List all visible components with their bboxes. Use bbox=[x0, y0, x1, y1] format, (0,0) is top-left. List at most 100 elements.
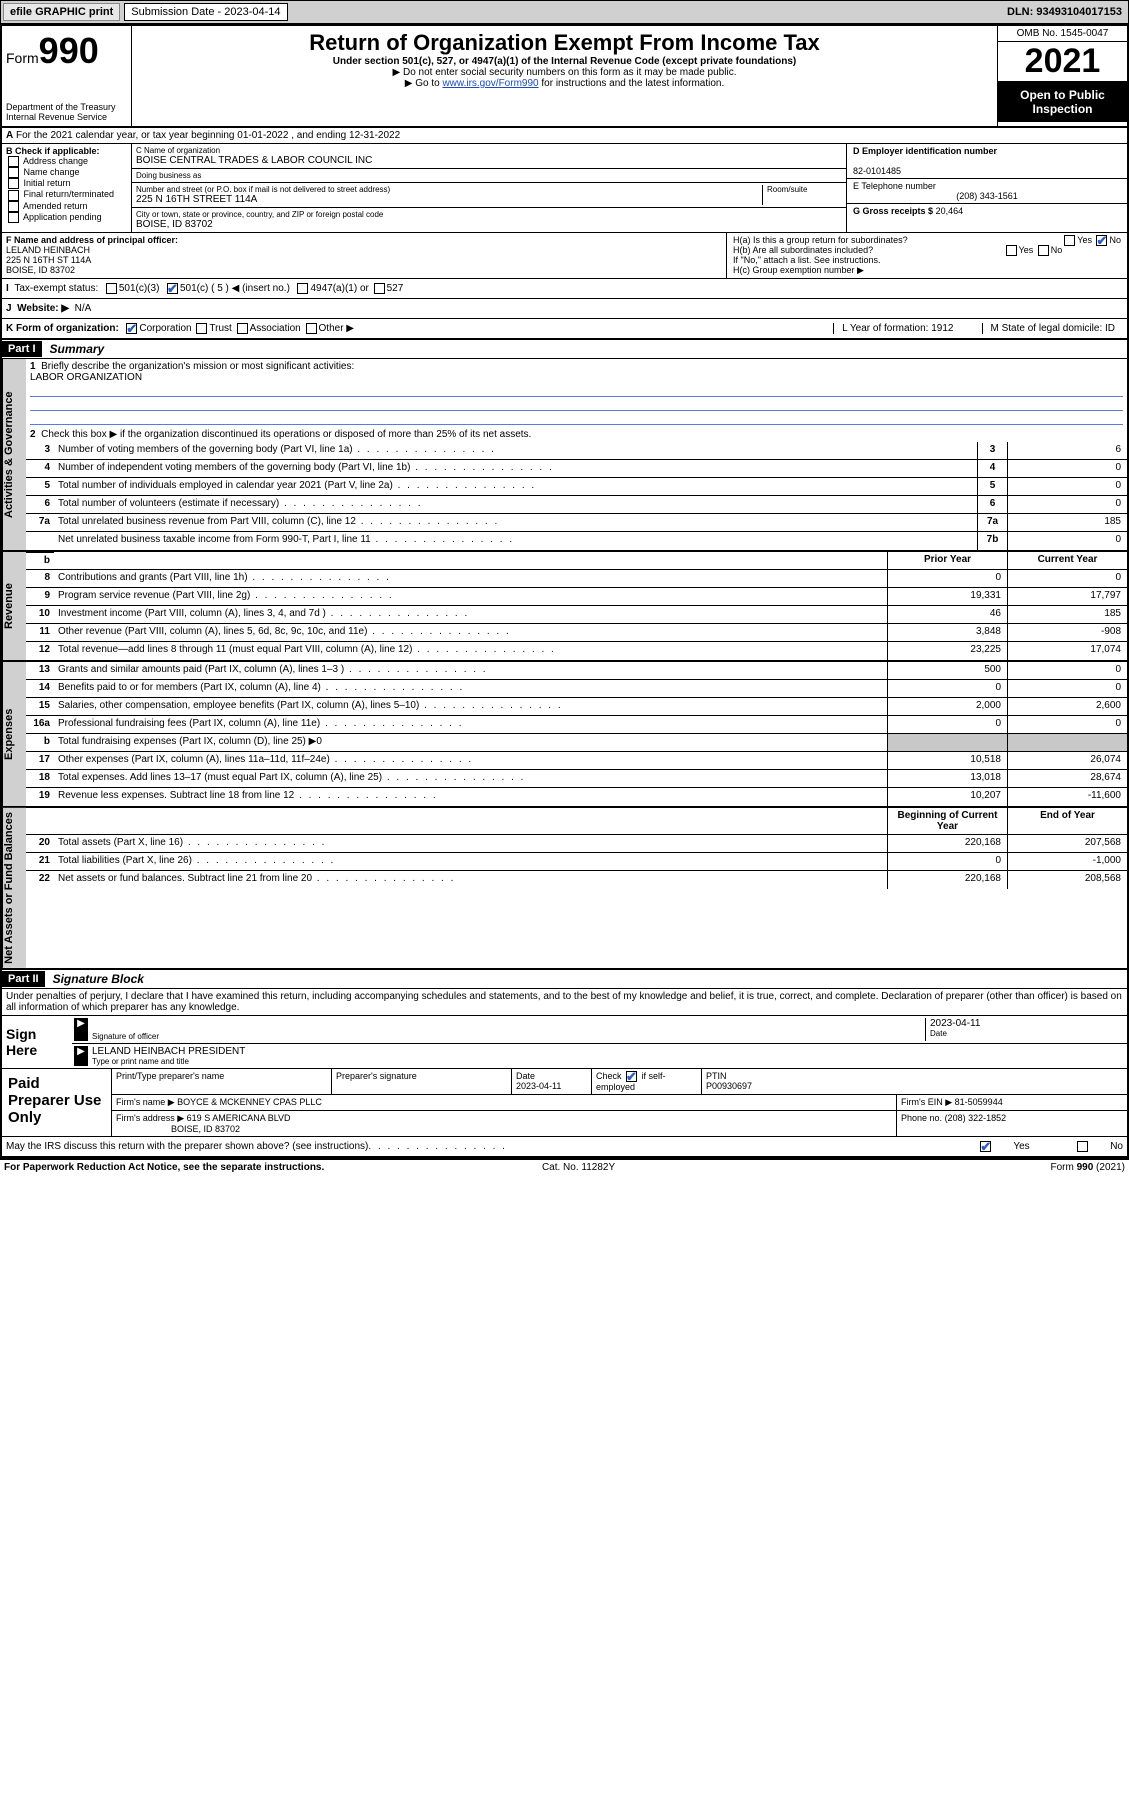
chk-final[interactable] bbox=[8, 190, 19, 201]
phone-lbl: Phone no. bbox=[901, 1113, 942, 1123]
chk-501c[interactable] bbox=[167, 283, 178, 294]
chk-527[interactable] bbox=[374, 283, 385, 294]
sig-officer-lbl: Signature of officer bbox=[92, 1032, 925, 1041]
discuss-no[interactable] bbox=[1077, 1141, 1088, 1152]
form-number: Form990 bbox=[6, 30, 127, 72]
city-cell: City or town, state or province, country… bbox=[132, 208, 846, 232]
col-b-label: B Check if applicable: bbox=[6, 146, 100, 156]
line2-block: 2 Check this box ▶ if the organization d… bbox=[26, 427, 1127, 442]
table-governance: Activities & Governance 1 Briefly descri… bbox=[2, 359, 1127, 552]
dba-cell: Doing business as bbox=[132, 169, 846, 183]
sign-here-lbl: Sign Here bbox=[2, 1016, 72, 1068]
prep-h5: PTIN bbox=[706, 1071, 727, 1081]
open-public-badge: Open to Public Inspection bbox=[998, 82, 1127, 122]
line-10: 10 Investment income (Part VIII, column … bbox=[26, 606, 1127, 624]
gross-val: 20,464 bbox=[936, 206, 964, 216]
line-16a: 16a Professional fundraising fees (Part … bbox=[26, 716, 1127, 734]
part2-hdr: Part II bbox=[2, 971, 45, 987]
hdr-prior: Prior Year bbox=[887, 552, 1007, 569]
l1-text: Briefly describe the organization's miss… bbox=[41, 361, 354, 372]
sig-name: LELAND HEINBACH PRESIDENT bbox=[92, 1046, 1125, 1057]
header-right: OMB No. 1545-0047 2021 Open to Public In… bbox=[997, 26, 1127, 126]
line-8: 8 Contributions and grants (Part VIII, l… bbox=[26, 570, 1127, 588]
chk-initial[interactable] bbox=[8, 178, 19, 189]
city-val: BOISE, ID 83702 bbox=[136, 219, 842, 230]
ha-no[interactable] bbox=[1096, 235, 1107, 246]
firm-addr-lbl: Firm's address ▶ bbox=[116, 1113, 184, 1123]
vtab-rev: Revenue bbox=[2, 552, 26, 660]
col-b: B Check if applicable: Address change Na… bbox=[2, 144, 132, 232]
tax-year: 2021 bbox=[998, 42, 1127, 82]
line-11: 11 Other revenue (Part VIII, column (A),… bbox=[26, 624, 1127, 642]
part2-title: Signature Block bbox=[45, 970, 152, 988]
chk-self-emp[interactable] bbox=[626, 1071, 637, 1082]
row-k: K Form of organization: Corporation Trus… bbox=[2, 319, 1127, 340]
k-trust: Trust bbox=[209, 323, 231, 334]
o1: 501(c)(3) bbox=[119, 283, 160, 294]
footer-right: Form 990 (2021) bbox=[1050, 1162, 1124, 1173]
chk-corp[interactable] bbox=[126, 323, 137, 334]
line-12: 12 Total revenue—add lines 8 through 11 … bbox=[26, 642, 1127, 660]
j-val: N/A bbox=[75, 303, 92, 314]
discuss-yes[interactable] bbox=[980, 1141, 991, 1152]
chk-name[interactable] bbox=[8, 167, 19, 178]
org-name-cell: C Name of organization BOISE CENTRAL TRA… bbox=[132, 144, 846, 169]
table-net: Net Assets or Fund Balances Beginning of… bbox=[2, 808, 1127, 970]
efile-button[interactable]: efile GRAPHIC print bbox=[3, 3, 120, 21]
form-header: Form990 Department of the Treasury Inter… bbox=[2, 26, 1127, 128]
prep-h1: Print/Type preparer's name bbox=[112, 1069, 332, 1094]
part2-row: Part II Signature Block bbox=[2, 970, 1127, 989]
f-name: LELAND HEINBACH bbox=[6, 245, 90, 255]
o4: 527 bbox=[387, 283, 404, 294]
k-other: Other ▶ bbox=[319, 323, 354, 334]
form-container: Form990 Department of the Treasury Inter… bbox=[0, 24, 1129, 1160]
tel-lbl: E Telephone number bbox=[853, 181, 936, 191]
dept-label: Department of the Treasury bbox=[6, 102, 127, 112]
i-lbl: Tax-exempt status: bbox=[14, 283, 98, 294]
yes-lbl: Yes bbox=[1077, 235, 1092, 245]
may-discuss-row: May the IRS discuss this return with the… bbox=[2, 1137, 1127, 1158]
chk-4947[interactable] bbox=[297, 283, 308, 294]
hb-no[interactable] bbox=[1038, 245, 1049, 256]
row-a-taxyear: A For the 2021 calendar year, or tax yea… bbox=[2, 128, 1127, 144]
line-14: 14 Benefits paid to or for members (Part… bbox=[26, 680, 1127, 698]
chk-address[interactable] bbox=[8, 156, 19, 167]
ein-val: 82-0101485 bbox=[853, 166, 901, 176]
arrow-icon: ▶ bbox=[74, 1018, 88, 1041]
k-lbl: K Form of organization: bbox=[6, 323, 119, 334]
chk-other[interactable] bbox=[306, 323, 317, 334]
ha-yes[interactable] bbox=[1064, 235, 1075, 246]
hc-text: H(c) Group exemption number ▶ bbox=[733, 265, 1121, 276]
hdr-beg: Beginning of Current Year bbox=[887, 808, 1007, 834]
dln-label: DLN: 93493104017153 bbox=[1007, 6, 1126, 18]
o3: 4947(a)(1) or bbox=[310, 283, 368, 294]
f-lbl: F Name and address of principal officer: bbox=[6, 235, 178, 245]
chk-pending[interactable] bbox=[8, 212, 19, 223]
chk-amended[interactable] bbox=[8, 201, 19, 212]
form-note1: ▶ Do not enter social security numbers o… bbox=[136, 67, 993, 78]
line-17: 17 Other expenses (Part IX, column (A), … bbox=[26, 752, 1127, 770]
table-expenses: Expenses 13 Grants and similar amounts p… bbox=[2, 662, 1127, 808]
firm-ein: 81-5059944 bbox=[955, 1097, 1003, 1107]
gross-cell: G Gross receipts $ 20,464 bbox=[847, 204, 1127, 218]
rev-hdr: b Prior Year Current Year bbox=[26, 552, 1127, 570]
city-lbl: City or town, state or province, country… bbox=[136, 210, 842, 219]
hb-yes[interactable] bbox=[1006, 245, 1017, 256]
hb-text: H(b) Are all subordinates included? bbox=[733, 245, 873, 255]
penalties-text: Under penalties of perjury, I declare th… bbox=[2, 989, 1127, 1016]
vtab-exp: Expenses bbox=[2, 662, 26, 806]
line-7a: 7a Total unrelated business revenue from… bbox=[26, 514, 1127, 532]
principal-officer: F Name and address of principal officer:… bbox=[2, 233, 727, 278]
hdr-end: End of Year bbox=[1007, 808, 1127, 834]
sig-name-lbl: Type or print name and title bbox=[92, 1057, 1125, 1066]
l2-text: Check this box ▶ if the organization dis… bbox=[41, 429, 531, 440]
chk-trust[interactable] bbox=[196, 323, 207, 334]
chk-assoc[interactable] bbox=[237, 323, 248, 334]
section-bcd: B Check if applicable: Address change Na… bbox=[2, 144, 1127, 233]
irs-link[interactable]: www.irs.gov/Form990 bbox=[442, 78, 538, 89]
chk-501c3[interactable] bbox=[106, 283, 117, 294]
form-label: Form bbox=[6, 50, 39, 66]
k-corp: Corporation bbox=[139, 323, 191, 334]
irs-label: Internal Revenue Service bbox=[6, 112, 127, 122]
j-lbl: Website: ▶ bbox=[17, 303, 69, 314]
